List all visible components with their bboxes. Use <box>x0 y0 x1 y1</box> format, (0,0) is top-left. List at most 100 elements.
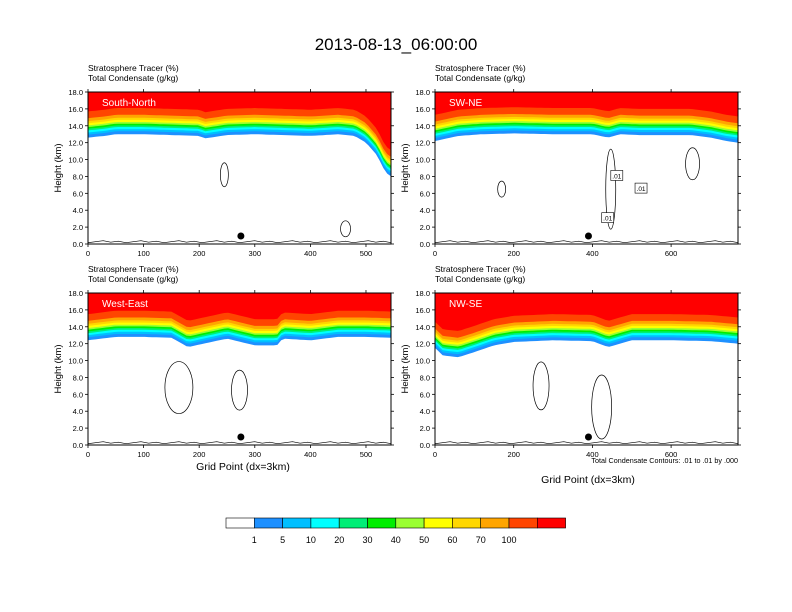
y-tick-label: 18.0 <box>415 289 430 298</box>
colorbar-swatch <box>508 517 538 529</box>
tracer-streak <box>541 92 543 100</box>
tracer-streak <box>581 293 584 303</box>
tracer-streak <box>440 293 443 321</box>
tracer-streak <box>571 293 574 300</box>
surface-contour <box>87 240 392 244</box>
tracer-streak <box>194 293 197 312</box>
tracer-streak <box>209 92 212 104</box>
tracer-streak <box>601 293 604 304</box>
tracer-streak <box>153 293 156 307</box>
tracer-streak <box>672 92 675 99</box>
y-tick-label: 4.0 <box>420 206 430 215</box>
y-tick-label: 4.0 <box>73 407 83 416</box>
tracer-streak <box>173 92 176 103</box>
tracer-streak <box>239 92 242 94</box>
tracer-streak <box>385 293 388 303</box>
y-tick-label: 10.0 <box>415 156 430 165</box>
colorbar-swatch <box>254 517 283 529</box>
panel-south-north: Stratosphere Tracer (%)Total Condensate … <box>53 63 394 258</box>
colorbar-swatch <box>338 517 368 529</box>
tracer-streak <box>219 92 222 98</box>
y-tick-label: 10.0 <box>68 357 83 366</box>
tracer-streak <box>320 293 323 299</box>
tracer-streak <box>541 293 543 307</box>
tracer-streak <box>642 92 644 99</box>
y-tick-label: 4.0 <box>73 206 83 215</box>
tracer-streak <box>184 92 186 105</box>
tracer-band <box>88 293 391 321</box>
tracer-streak <box>365 293 368 305</box>
tracer-streak <box>194 92 197 102</box>
plot-frame <box>87 91 392 245</box>
tracer-streak <box>305 92 308 102</box>
tracer-streak <box>108 92 111 97</box>
tracer-streak <box>229 92 232 99</box>
tracer-streak <box>702 293 705 298</box>
colorbar-swatch <box>423 517 453 529</box>
tracer-streak <box>717 293 720 299</box>
tracer-streak <box>300 92 303 104</box>
y-tick-label: 8.0 <box>420 172 430 181</box>
y-tick-label: 10.0 <box>415 357 430 366</box>
tracer-streak <box>305 293 308 306</box>
tracer-band <box>435 293 738 331</box>
panel-label: SW-NE <box>449 98 482 109</box>
y-tick-label: 0.0 <box>420 441 430 450</box>
tracer-streak <box>647 293 650 308</box>
tracer-streak <box>677 293 680 302</box>
tracer-streak <box>500 293 503 314</box>
tracer-streak <box>495 293 498 302</box>
tracer-streak <box>586 293 589 301</box>
tracer-streak <box>606 293 609 304</box>
cloud-contour <box>605 148 617 230</box>
tracer-streak <box>239 293 242 301</box>
colorbar-label: 100 <box>501 535 516 545</box>
tracer-streak <box>697 293 700 300</box>
tracer-streak <box>581 92 584 96</box>
tracer-streak <box>234 92 237 96</box>
tracer-streak <box>460 92 463 102</box>
y-axis-label: Height (km) <box>400 344 411 393</box>
tracer-streak <box>325 92 328 99</box>
tracer-streak <box>667 293 670 300</box>
colorbar-label: 30 <box>362 535 372 545</box>
x-tick-label: 400 <box>586 249 599 258</box>
y-tick-label: 14.0 <box>415 323 430 332</box>
tracer-streak <box>601 92 604 96</box>
tracer-streak <box>93 293 95 308</box>
tracer-streak <box>576 293 579 305</box>
x-tick-label: 600 <box>665 249 678 258</box>
tracer-streak <box>722 92 725 110</box>
contour-label-box <box>610 170 624 181</box>
tracer-streak <box>637 293 639 306</box>
tracer-streak <box>300 293 303 308</box>
cloud-contour <box>685 147 700 181</box>
tracer-band <box>435 92 738 117</box>
tracer-streak <box>576 92 579 98</box>
tracer-streak <box>158 92 161 94</box>
tracer-streak <box>682 92 685 95</box>
x-tick-label: 200 <box>193 249 206 258</box>
plot-frame <box>434 292 739 446</box>
y-tick-label: 12.0 <box>68 139 83 148</box>
tracer-streak <box>290 92 292 101</box>
tracer-streak <box>727 293 730 311</box>
tracer-streak <box>632 92 634 103</box>
tracer-streak <box>375 92 378 124</box>
colorbar-swatch <box>480 517 510 529</box>
tracer-streak <box>128 293 131 296</box>
y-tick-label: 2.0 <box>73 424 83 433</box>
tracer-streak <box>98 293 101 305</box>
tracer-streak <box>103 92 106 100</box>
tracer-streak <box>310 92 313 100</box>
panel-nw-se: Stratosphere Tracer (%)Total Condensate … <box>400 264 741 459</box>
tracer-streak <box>138 92 141 96</box>
tracer-streak <box>712 293 715 309</box>
tracer-streak <box>470 293 473 315</box>
tracer-streak <box>621 293 624 301</box>
tracer-streak <box>566 92 569 96</box>
panel-title-line2: Total Condensate (g/kg) <box>435 73 525 83</box>
tracer-streak <box>515 92 518 103</box>
y-tick-label: 14.0 <box>415 122 430 131</box>
